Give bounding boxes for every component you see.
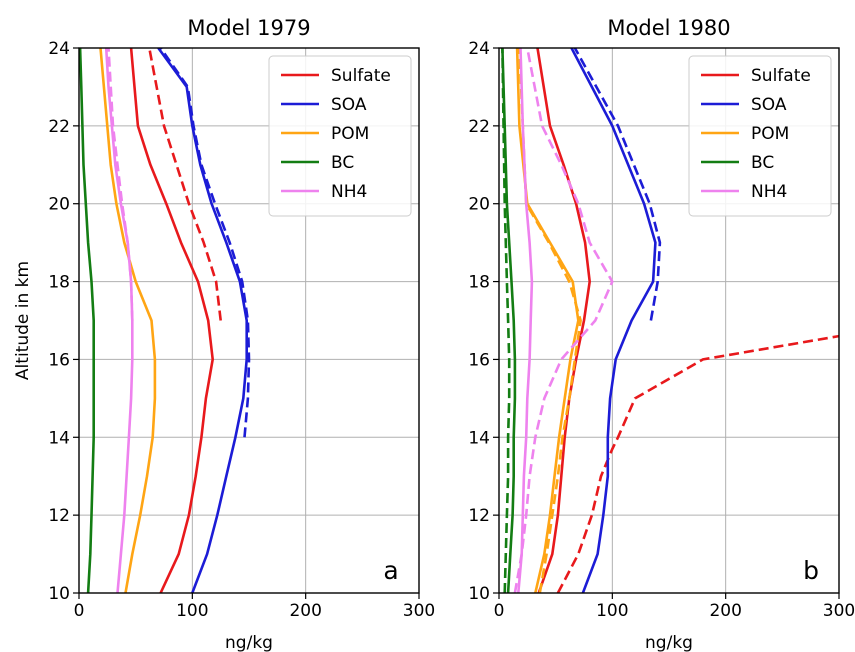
y-tick-label: 16 [48, 350, 70, 370]
x-tick-label: 0 [494, 601, 505, 621]
panel-a: 0 100 200 300 10 12 14 16 18 20 22 24 Model 1979 ng/k… [13, 16, 435, 652]
y-axis-label: Altitude in km [13, 261, 33, 380]
legend-label-bc: BC [751, 153, 774, 173]
legend-label-sulfate: Sulfate [331, 66, 391, 86]
series-line-soa-dashed [159, 48, 251, 438]
axes-frame [498, 47, 840, 594]
series-line-soa-solid [157, 48, 248, 593]
legend-frame [268, 55, 412, 217]
legend-label-nh4: NH4 [331, 182, 367, 202]
x-tick-label: 100 [596, 601, 628, 621]
series-line-nh4-solid [517, 48, 534, 593]
series-line-nh4-dashed [107, 48, 134, 321]
series-group [79, 48, 251, 593]
series-line-bc-solid [79, 48, 95, 593]
y-tick-label: 10 [468, 584, 490, 604]
series-line-nh4-dashed [513, 48, 614, 593]
series-line-pom-dashed [518, 48, 582, 593]
series-line-pom-solid [99, 48, 157, 593]
y-tick-label: 22 [468, 117, 490, 137]
x-axis-label: ng/kg [645, 633, 693, 652]
x-tick-label: 300 [403, 601, 435, 621]
x-tick-label: 0 [74, 601, 85, 621]
legend-label-pom: POM [751, 124, 789, 144]
legend-label-nh4: NH4 [751, 182, 787, 202]
series-line-sulfate-dashed [148, 48, 222, 321]
series-group [501, 48, 839, 593]
y-tick-label: 20 [468, 195, 490, 215]
y-tick-label: 20 [48, 195, 70, 215]
x-tick-label: 200 [709, 601, 741, 621]
chart-title: Model 1979 [187, 16, 310, 40]
panel-letter: a [383, 556, 398, 585]
x-tick-label: 200 [289, 601, 321, 621]
series-line-bc-solid [501, 48, 517, 593]
y-tick-label: 12 [48, 506, 70, 526]
legend-label-pom: POM [331, 124, 369, 144]
legend-label-bc: BC [331, 153, 354, 173]
legend: Sulfate SOA POM BC NH4 [688, 55, 832, 217]
y-tick-label: 22 [48, 117, 70, 137]
series-line-soa-dashed [573, 48, 662, 321]
chart-title: Model 1980 [607, 16, 730, 40]
legend-frame [688, 55, 832, 217]
panel-letter: b [803, 556, 819, 585]
legend-label-soa: SOA [331, 95, 367, 115]
y-tick-label: 10 [48, 584, 70, 604]
x-axis-label: ng/kg [225, 633, 273, 652]
y-tick-label: 12 [468, 506, 490, 526]
legend: Sulfate SOA POM BC NH4 [268, 55, 412, 217]
x-tick-label: 300 [823, 601, 855, 621]
y-tick-label: 24 [48, 39, 70, 59]
y-tick-label: 18 [48, 273, 70, 293]
series-line-bc-dashed [501, 48, 511, 593]
legend-label-soa: SOA [751, 95, 787, 115]
y-tick-label: 16 [468, 350, 490, 370]
y-tick-label: 24 [468, 39, 490, 59]
series-line-sulfate-solid [536, 48, 592, 593]
panel-b: 0 100 200 300 10 12 14 16 18 20 22 24 Model 1980 ng/k… [468, 16, 855, 652]
x-tick-label: 100 [176, 601, 208, 621]
legend-label-sulfate: Sulfate [751, 66, 811, 86]
y-tick-label: 14 [468, 428, 490, 448]
series-line-soa-solid [570, 48, 657, 593]
series-line-sulfate-solid [129, 48, 214, 593]
y-tick-label: 18 [468, 273, 490, 293]
series-line-sulfate-dashed [556, 334, 839, 593]
y-tick-label: 14 [48, 428, 70, 448]
axes-frame [78, 47, 420, 594]
series-line-nh4-solid [104, 48, 134, 593]
